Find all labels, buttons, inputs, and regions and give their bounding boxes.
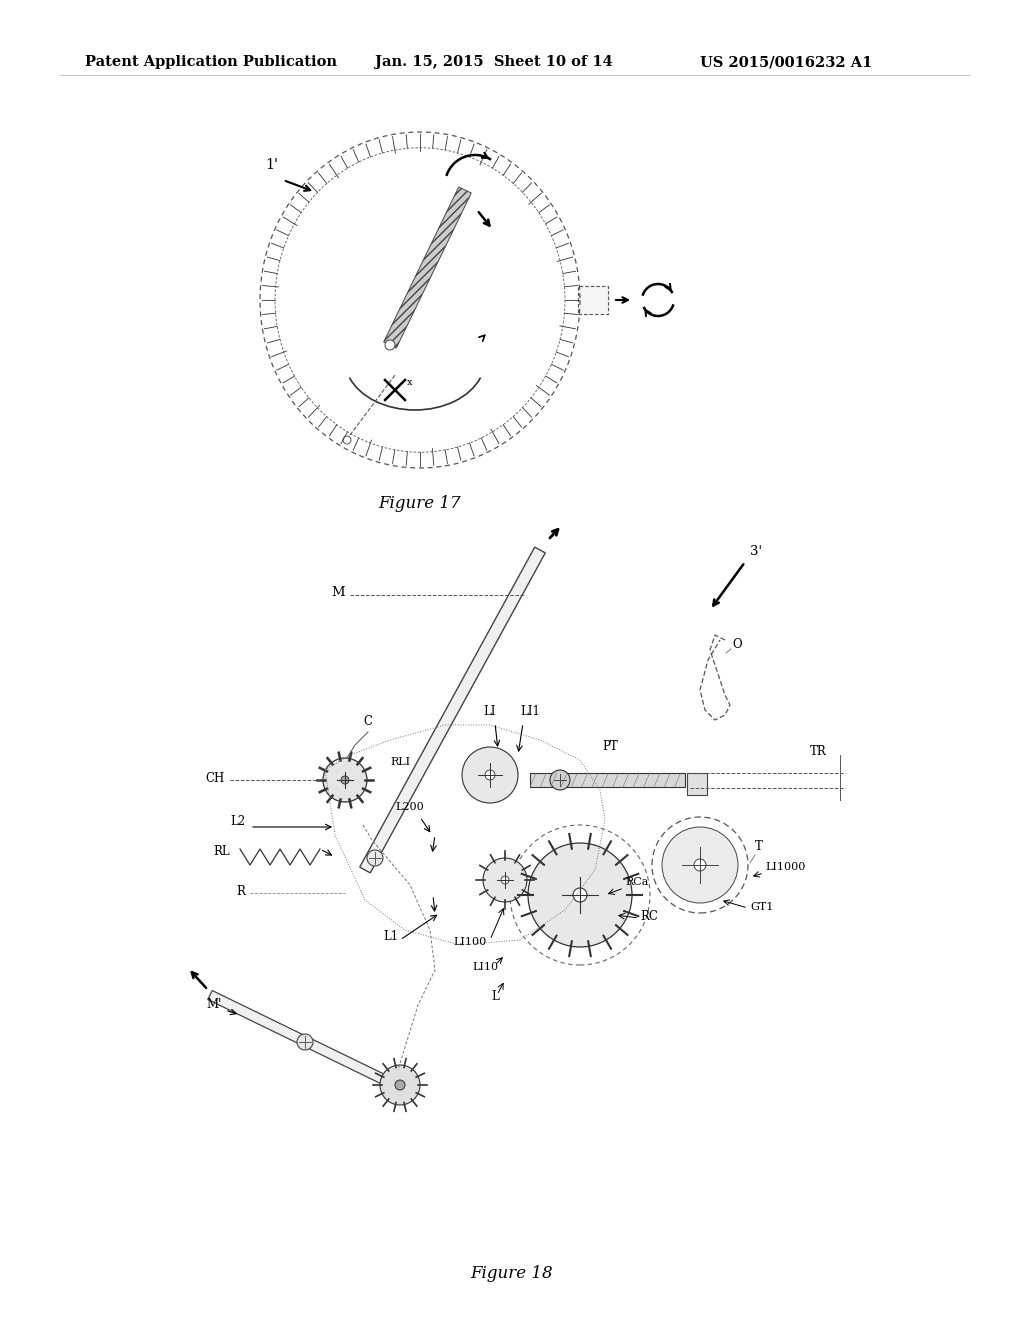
Circle shape: [485, 770, 495, 780]
Bar: [578, 286, 608, 314]
Circle shape: [694, 859, 706, 871]
Text: GT1: GT1: [750, 902, 773, 912]
Text: LI1: LI1: [520, 705, 540, 718]
Text: LI100: LI100: [454, 937, 486, 946]
Text: R: R: [237, 884, 245, 898]
Text: Patent Application Publication: Patent Application Publication: [85, 55, 337, 69]
Circle shape: [662, 828, 738, 903]
Text: TR: TR: [810, 744, 826, 758]
Polygon shape: [384, 187, 471, 348]
Text: T: T: [755, 840, 763, 853]
Text: RCa: RCa: [625, 876, 648, 887]
Text: Figure 17: Figure 17: [379, 495, 462, 512]
Text: L1: L1: [383, 931, 398, 942]
Text: 1': 1': [265, 158, 279, 172]
Circle shape: [323, 758, 367, 803]
Text: RLI: RLI: [390, 756, 411, 767]
Text: PT: PT: [602, 741, 617, 752]
Text: C: C: [362, 715, 372, 729]
Text: LI: LI: [483, 705, 497, 718]
Circle shape: [573, 888, 587, 902]
Text: LI10: LI10: [472, 962, 498, 972]
Text: M': M': [207, 998, 222, 1011]
Circle shape: [341, 776, 349, 784]
Circle shape: [395, 1080, 406, 1090]
Text: L200: L200: [395, 803, 424, 812]
Text: L2: L2: [229, 814, 245, 828]
Circle shape: [528, 843, 632, 946]
Text: LI1000: LI1000: [765, 862, 805, 873]
Circle shape: [297, 1034, 313, 1049]
Text: 3': 3': [750, 545, 762, 558]
Bar: [530, 774, 685, 787]
Text: x: x: [407, 378, 413, 387]
Circle shape: [483, 858, 527, 902]
Circle shape: [550, 770, 570, 789]
Text: M: M: [332, 586, 345, 599]
Polygon shape: [208, 990, 397, 1089]
Text: L: L: [492, 990, 499, 1003]
Text: RL: RL: [213, 845, 230, 858]
Circle shape: [501, 876, 509, 884]
Circle shape: [367, 850, 383, 866]
Text: Jan. 15, 2015  Sheet 10 of 14: Jan. 15, 2015 Sheet 10 of 14: [375, 55, 612, 69]
Polygon shape: [359, 546, 545, 873]
Text: O: O: [732, 638, 741, 651]
Circle shape: [462, 747, 518, 803]
Text: Figure 18: Figure 18: [471, 1265, 553, 1282]
Circle shape: [385, 341, 395, 350]
Text: RC: RC: [640, 909, 657, 923]
Text: CH: CH: [206, 771, 225, 784]
Bar: [687, 774, 707, 795]
Circle shape: [380, 1065, 420, 1105]
Bar: [578, 286, 608, 314]
Text: US 2015/0016232 A1: US 2015/0016232 A1: [700, 55, 872, 69]
